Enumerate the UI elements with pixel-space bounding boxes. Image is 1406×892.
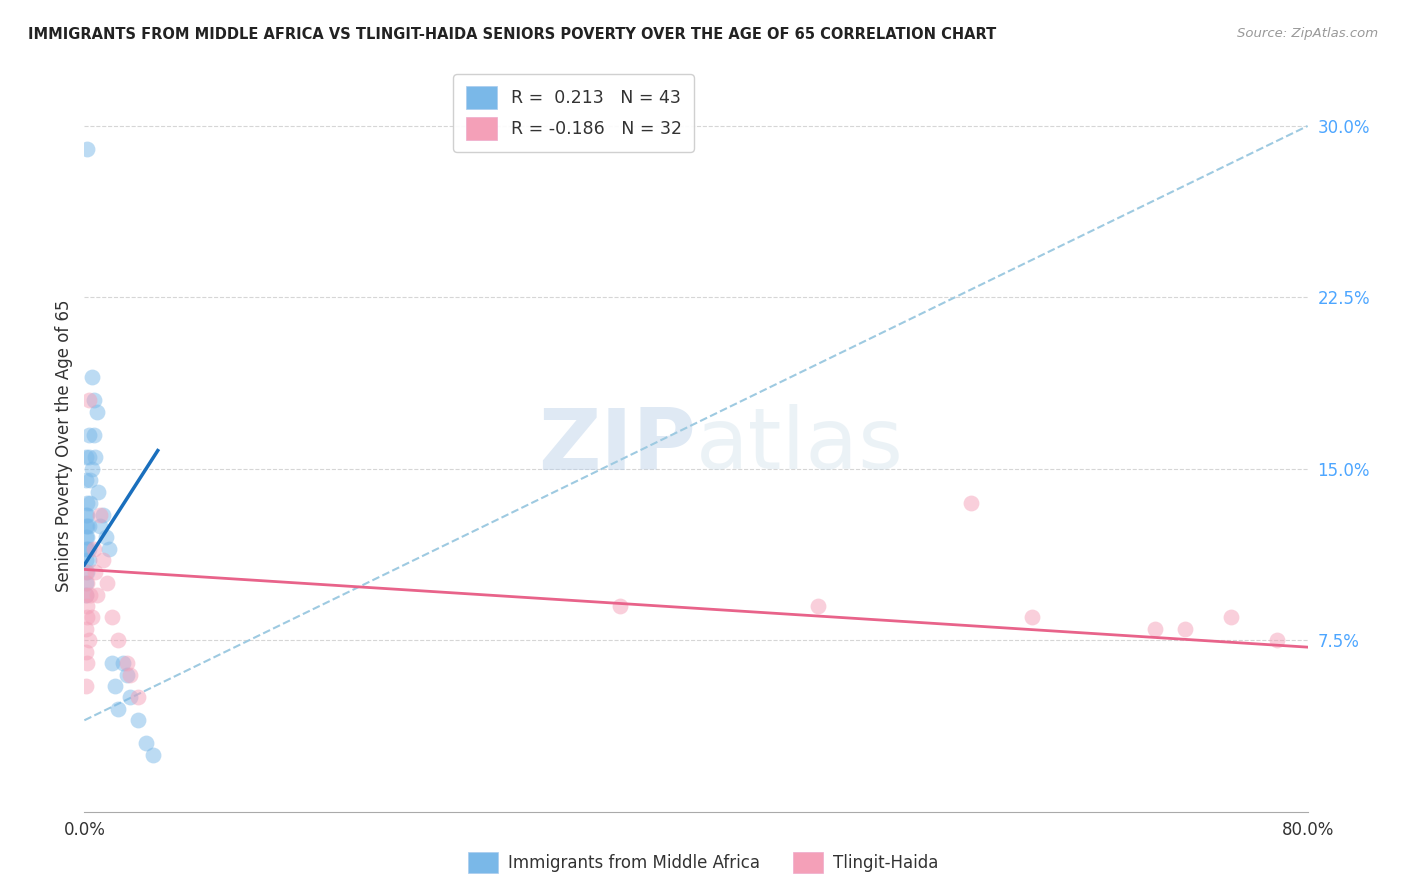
Point (83, 427, 105, 442)
Point (83, 541, 105, 556)
Point (111, 656, 134, 670)
Point (77, 519, 100, 533)
Point (75, 473, 97, 487)
Point (76, 610, 98, 624)
Point (75, 588, 97, 602)
Point (960, 496, 983, 510)
Point (76, 508, 98, 522)
Point (75, 541, 97, 556)
Text: IMMIGRANTS FROM MIDDLE AFRICA VS TLINGIT-HAIDA SENIORS POVERTY OVER THE AGE OF 6: IMMIGRANTS FROM MIDDLE AFRICA VS TLINGIT… (28, 27, 997, 42)
Point (76, 519, 98, 533)
Point (76, 541, 98, 556)
Y-axis label: Seniors Poverty Over the Age of 65: Seniors Poverty Over the Age of 65 (55, 300, 73, 592)
Point (91, 508, 114, 522)
Point (75, 576, 97, 591)
Point (609, 599, 631, 613)
Point (77, 541, 100, 556)
Point (120, 690, 142, 705)
Point (75, 622, 97, 636)
Point (75, 679, 97, 693)
Point (1021, 610, 1043, 624)
Point (76, 530, 98, 544)
Legend: Immigrants from Middle Africa, Tlingit-Haida: Immigrants from Middle Africa, Tlingit-H… (461, 846, 945, 880)
Point (107, 702, 129, 716)
Point (107, 633, 129, 648)
Point (1174, 622, 1197, 636)
Point (127, 714, 149, 728)
Point (84, 450, 107, 465)
Point (94, 530, 117, 544)
Point (76, 656, 98, 670)
Text: atlas: atlas (696, 404, 904, 488)
Point (807, 599, 830, 613)
Point (77, 427, 100, 442)
Point (76, 576, 98, 591)
Point (75, 553, 97, 567)
Text: Source: ZipAtlas.com: Source: ZipAtlas.com (1237, 27, 1378, 40)
Point (76, 496, 98, 510)
Point (1265, 633, 1288, 648)
Point (86, 588, 108, 602)
Point (91, 553, 114, 567)
Point (77, 450, 100, 465)
Point (115, 667, 138, 681)
Legend: R =  0.213   N = 43, R = -0.186   N = 32: R = 0.213 N = 43, R = -0.186 N = 32 (453, 74, 695, 152)
Point (83, 393, 105, 408)
Point (77, 633, 100, 648)
Point (84, 565, 107, 579)
Point (75, 565, 97, 579)
Point (86, 405, 108, 419)
Point (89, 519, 111, 533)
Point (79, 588, 101, 602)
Point (101, 656, 124, 670)
Point (75, 508, 97, 522)
Point (80, 370, 103, 384)
Point (104, 679, 127, 693)
Point (142, 747, 165, 762)
Point (77, 553, 100, 567)
Point (80, 610, 103, 624)
Point (76, 142, 98, 156)
Point (77, 393, 100, 408)
Point (97, 541, 120, 556)
Point (87, 484, 110, 499)
Point (135, 736, 157, 750)
Point (96, 576, 118, 591)
Point (79, 496, 101, 510)
Point (79, 473, 101, 487)
Point (120, 667, 142, 681)
Point (1220, 610, 1243, 624)
Point (75, 519, 97, 533)
Point (76, 565, 98, 579)
Point (127, 690, 149, 705)
Point (76, 599, 98, 613)
Point (80, 462, 103, 476)
Point (101, 610, 124, 624)
Point (75, 530, 97, 544)
Text: ZIP: ZIP (538, 404, 696, 488)
Point (75, 645, 97, 659)
Point (1143, 622, 1166, 636)
Point (75, 450, 97, 465)
Point (115, 656, 138, 670)
Point (75, 588, 97, 602)
Point (89, 508, 111, 522)
